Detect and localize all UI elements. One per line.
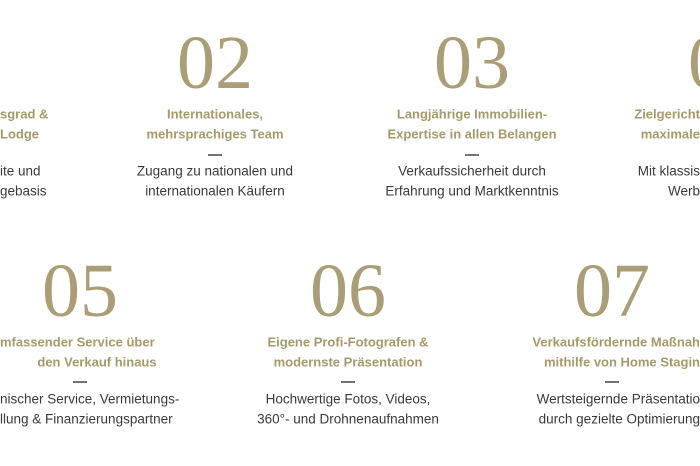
item-text: llung & Finanzierungspartner [0,412,173,427]
item-title: den Verkauf hinaus [37,354,156,369]
item-title: Internationales, [167,106,263,121]
item-text: Mit klassis [638,164,700,179]
item-title: modernste Präsentation [274,354,423,369]
item-title: Verkaufsfördernde Maßnah [532,334,700,349]
item-title: Zielgericht [634,106,700,121]
item-title: maximale [641,126,700,141]
item-title: Langjährige Immobilien- [397,106,547,121]
item-title: mfassender Service über [0,334,155,349]
item-title: Lodge [0,126,39,141]
item-title: sgrad & [0,106,48,121]
item-text: internationalen Käufern [145,184,285,199]
item-number: 0 [688,21,700,105]
item-text: durch gezielte Optimierung [539,412,700,427]
item-text: Erfahrung und Marktkenntnis [385,184,559,199]
item-text: 360°- und Drohnenaufnahmen [257,412,439,427]
item-text: Werb [668,184,700,199]
item-title: Expertise in allen Belangen [387,126,556,141]
item-number: 05 [42,249,118,333]
item-text: nischer Service, Vermietungs- [0,392,179,407]
item-text: ite und [0,164,41,179]
item-title: mehrsprachiges Team [146,126,283,141]
item-text: Verkaufssicherheit durch [398,164,546,179]
item-text: Wertsteigernde Präsentatio [537,392,700,407]
item-text: Hochwertige Fotos, Videos, [266,392,431,407]
item-text: Zugang zu nationalen und [137,164,293,179]
item-title: Eigene Profi-Fotografen & [267,334,428,349]
item-number: 07 [574,249,650,333]
item-number: 06 [310,249,386,333]
item-text: gebasis [0,184,47,199]
item-number: 02 [177,21,253,105]
item-number: 03 [434,21,510,105]
item-title: mithilfe von Home Stagin [544,354,700,369]
